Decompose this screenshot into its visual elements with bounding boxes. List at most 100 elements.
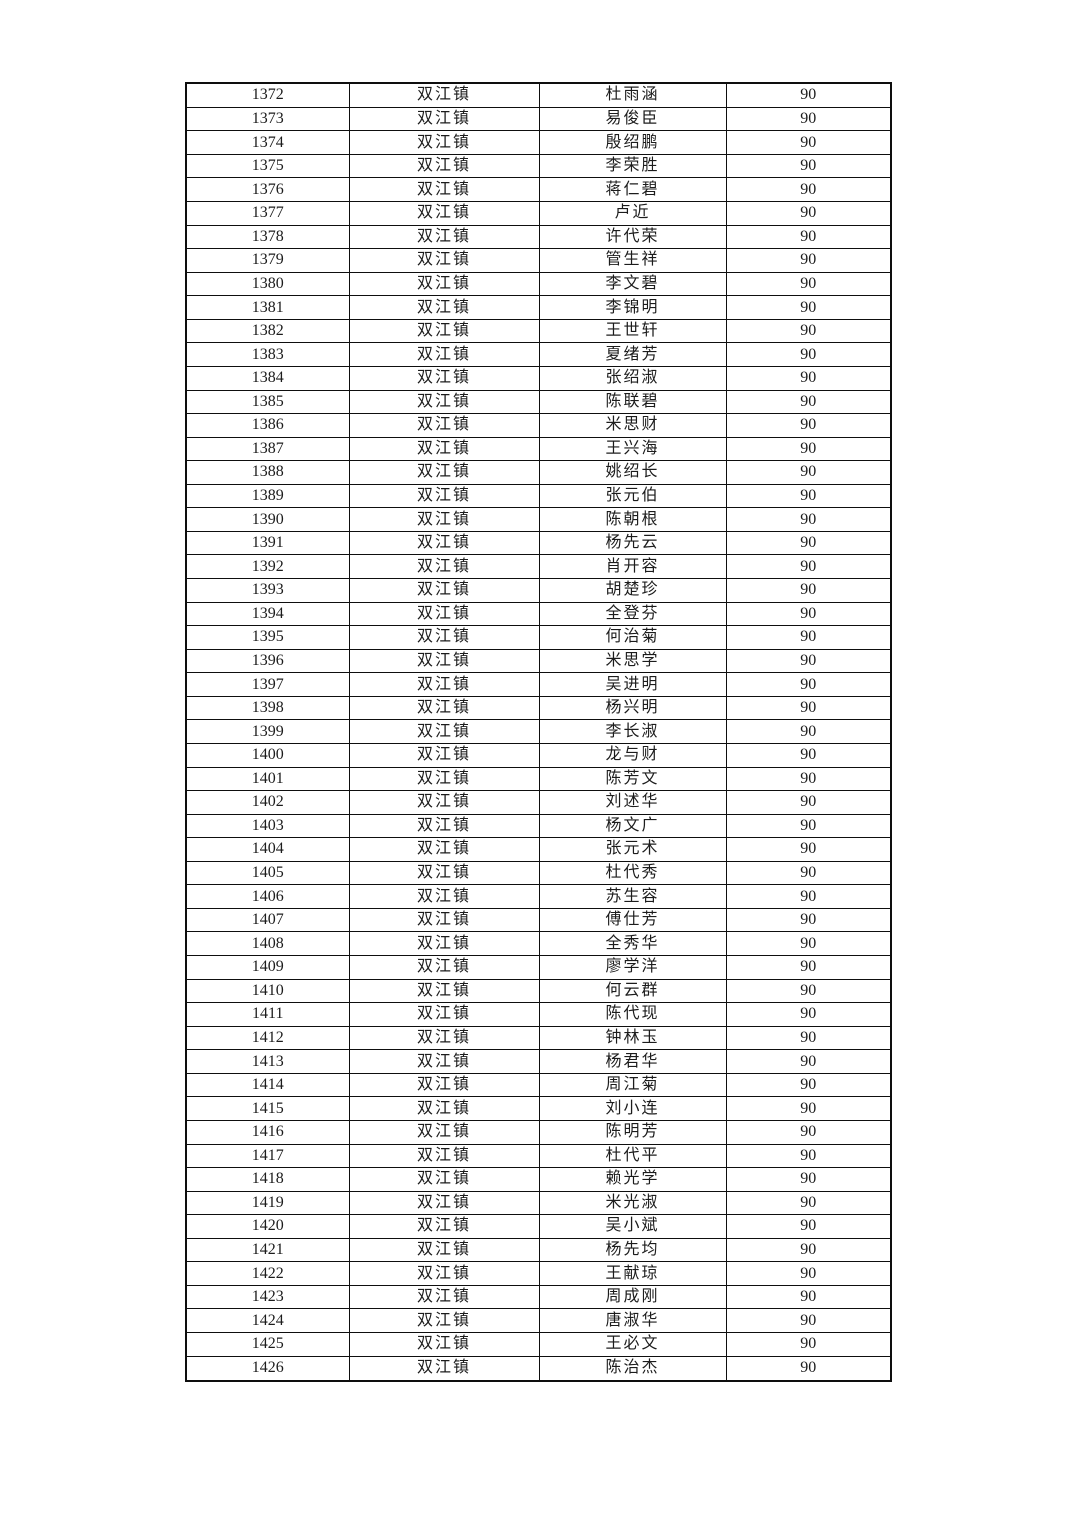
score-cell: 90 (725, 672, 892, 697)
town-cell: 双江镇 (348, 1332, 540, 1357)
person-name-cell: 唐淑华 (538, 1308, 727, 1334)
town-cell: 双江镇 (348, 295, 540, 320)
person-name-cell: 肖开容 (538, 554, 727, 580)
person-name-cell: 王必文 (538, 1332, 727, 1357)
table-row: 1420 双江镇 吴小斌 90 (185, 1214, 892, 1239)
score-cell: 90 (725, 342, 892, 367)
serial-number-cell: 1400 (185, 742, 350, 768)
score-cell: 90 (725, 1096, 892, 1121)
serial-number-cell: 1409 (185, 955, 350, 980)
person-name-cell: 廖学洋 (538, 955, 727, 980)
table-row: 1409 双江镇 廖学洋 90 (185, 955, 892, 980)
serial-number-cell: 1380 (185, 271, 350, 297)
person-name-cell: 全登芬 (538, 601, 727, 627)
serial-number-cell: 1390 (185, 507, 350, 532)
person-name-cell: 杨先均 (538, 1237, 727, 1263)
table-row: 1418 双江镇 赖光学 90 (185, 1167, 892, 1192)
table-row: 1397 双江镇 吴进明 90 (185, 672, 892, 697)
table-row: 1391 双江镇 杨先云 90 (185, 530, 892, 556)
score-cell: 90 (725, 413, 892, 438)
person-name-cell: 姚绍长 (538, 460, 727, 485)
person-name-cell: 陈明芳 (538, 1119, 727, 1145)
score-cell: 90 (725, 860, 892, 886)
table-row: 1383 双江镇 夏绪芳 90 (185, 342, 892, 367)
score-cell: 90 (725, 1237, 892, 1263)
table-row: 1389 双江镇 张元伯 90 (185, 483, 892, 509)
town-cell: 双江镇 (348, 1190, 540, 1216)
score-cell: 90 (725, 1119, 892, 1145)
town-cell: 双江镇 (348, 1237, 540, 1263)
table-row: 1425 双江镇 王必文 90 (185, 1332, 892, 1357)
score-cell: 90 (725, 1049, 892, 1074)
person-name-cell: 王兴海 (538, 436, 727, 462)
town-cell: 双江镇 (348, 695, 540, 721)
serial-number-cell: 1372 (185, 82, 350, 108)
serial-number-cell: 1374 (185, 130, 350, 155)
person-name-cell: 何治菊 (538, 625, 727, 650)
table-row: 1385 双江镇 陈联碧 90 (185, 389, 892, 415)
score-cell: 90 (725, 554, 892, 580)
score-cell: 90 (725, 365, 892, 391)
score-cell: 90 (725, 483, 892, 509)
score-cell: 90 (725, 742, 892, 768)
score-cell: 90 (725, 907, 892, 933)
score-cell: 90 (725, 1308, 892, 1334)
table-row: 1373 双江镇 易俊臣 90 (185, 106, 892, 132)
serial-number-cell: 1381 (185, 295, 350, 320)
town-cell: 双江镇 (348, 271, 540, 297)
person-name-cell: 刘述华 (538, 790, 727, 815)
town-cell: 双江镇 (348, 813, 540, 839)
person-name-cell: 苏生容 (538, 884, 727, 909)
table-row: 1381 双江镇 李锦明 90 (185, 295, 892, 320)
person-name-cell: 周成刚 (538, 1284, 727, 1310)
score-cell: 90 (725, 177, 892, 203)
person-name-cell: 米光淑 (538, 1190, 727, 1216)
town-cell: 双江镇 (348, 625, 540, 650)
serial-number-cell: 1393 (185, 578, 350, 603)
town-cell: 双江镇 (348, 1355, 540, 1382)
serial-number-cell: 1412 (185, 1025, 350, 1051)
person-name-cell: 李锦明 (538, 295, 727, 320)
town-cell: 双江镇 (348, 82, 540, 108)
serial-number-cell: 1419 (185, 1190, 350, 1216)
serial-number-cell: 1407 (185, 907, 350, 933)
score-cell: 90 (725, 766, 892, 792)
person-name-cell: 张元术 (538, 837, 727, 862)
table-row: 1412 双江镇 钟林玉 90 (185, 1025, 892, 1051)
serial-number-cell: 1389 (185, 483, 350, 509)
score-cell: 90 (725, 695, 892, 721)
person-name-cell: 李文碧 (538, 271, 727, 297)
person-name-cell: 周江菊 (538, 1072, 727, 1098)
town-cell: 双江镇 (348, 130, 540, 155)
score-cell: 90 (725, 295, 892, 320)
town-cell: 双江镇 (348, 530, 540, 556)
person-name-cell: 陈联碧 (538, 389, 727, 415)
score-cell: 90 (725, 82, 892, 108)
table-row: 1382 双江镇 王世轩 90 (185, 318, 892, 344)
table-row: 1388 双江镇 姚绍长 90 (185, 460, 892, 485)
serial-number-cell: 1418 (185, 1167, 350, 1192)
serial-number-cell: 1379 (185, 248, 350, 273)
table-row: 1417 双江镇 杜代平 90 (185, 1143, 892, 1169)
score-cell: 90 (725, 1332, 892, 1357)
serial-number-cell: 1399 (185, 719, 350, 744)
serial-number-cell: 1414 (185, 1072, 350, 1098)
table-row: 1426 双江镇 陈治杰 90 (185, 1355, 892, 1382)
table-row: 1376 双江镇 蒋仁碧 90 (185, 177, 892, 203)
town-cell: 双江镇 (348, 837, 540, 862)
serial-number-cell: 1375 (185, 153, 350, 179)
serial-number-cell: 1411 (185, 1002, 350, 1027)
town-cell: 双江镇 (348, 978, 540, 1004)
table-row: 1403 双江镇 杨文广 90 (185, 813, 892, 839)
town-cell: 双江镇 (348, 1214, 540, 1239)
serial-number-cell: 1424 (185, 1308, 350, 1334)
town-cell: 双江镇 (348, 860, 540, 886)
serial-number-cell: 1382 (185, 318, 350, 344)
score-cell: 90 (725, 130, 892, 155)
score-cell: 90 (725, 436, 892, 462)
person-name-cell: 易俊臣 (538, 106, 727, 132)
score-cell: 90 (725, 530, 892, 556)
score-cell: 90 (725, 719, 892, 744)
serial-number-cell: 1405 (185, 860, 350, 886)
